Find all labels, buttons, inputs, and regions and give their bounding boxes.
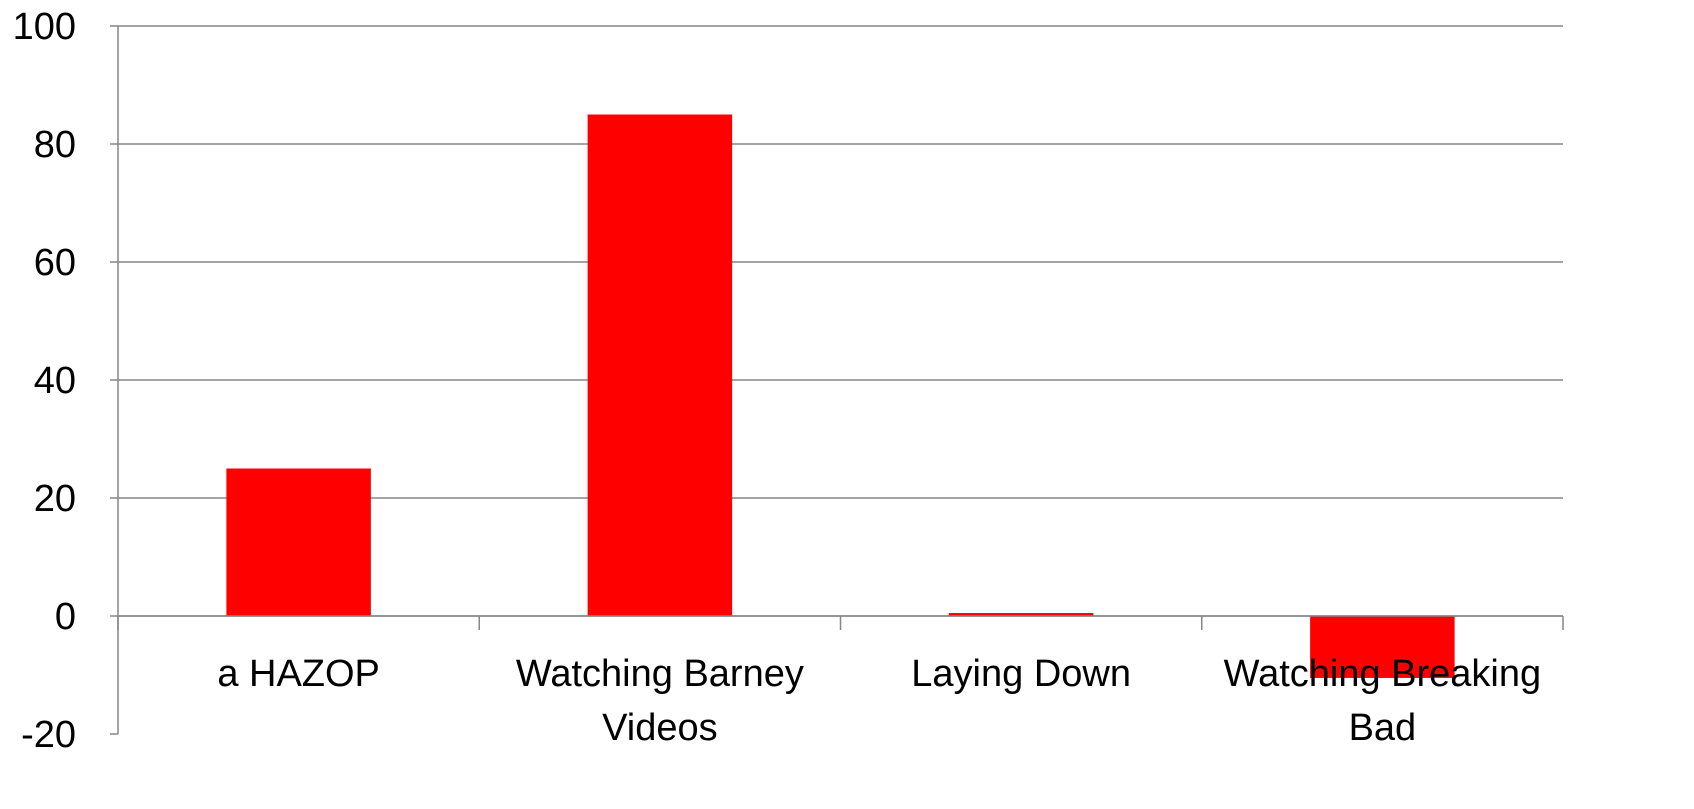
axes [110, 25, 1564, 735]
bar-watching-breaking-bad [1310, 616, 1455, 678]
bars [226, 114, 1455, 678]
y-tick-label: 20 [34, 478, 76, 520]
y-tick-label: 100 [13, 6, 76, 48]
y-tick-label: 0 [55, 596, 76, 638]
category-label: Watching Breaking Bad [1224, 653, 1542, 749]
y-tick-label: 80 [34, 124, 76, 166]
category-label: a HAZOP [217, 653, 380, 695]
bar-a-hazop [226, 468, 371, 616]
y-tick-label: -20 [21, 714, 76, 756]
category-label: Laying Down [911, 653, 1131, 695]
bar-laying-down [948, 613, 1094, 616]
y-tick-label: 40 [34, 360, 76, 402]
y-tick-label: 60 [34, 242, 76, 284]
bar-watching-barney-videos [587, 114, 733, 616]
category-label: Watching Barney Videos [516, 653, 804, 749]
labels: 100 80 60 40 20 0 -20 a HAZOP Watching Barney Vid… [13, 6, 1542, 756]
